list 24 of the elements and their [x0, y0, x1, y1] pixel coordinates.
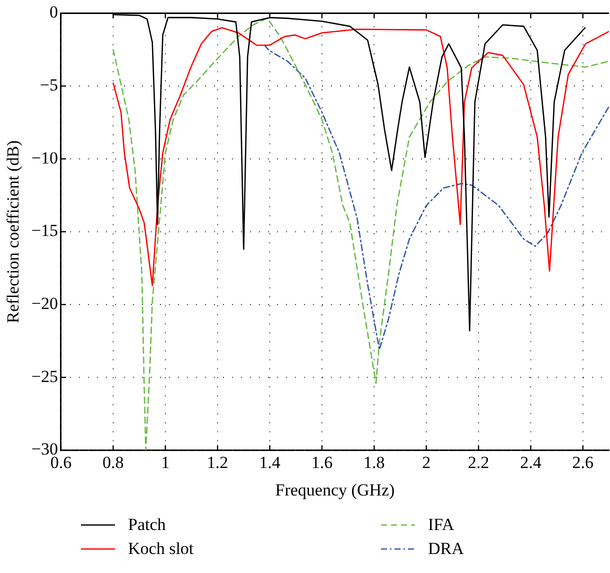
y-tick-label: −10 — [31, 148, 58, 168]
legend-label: IFA — [428, 515, 454, 535]
legend-label: Koch slot — [128, 539, 194, 559]
x-tick-label: 2.2 — [468, 452, 490, 472]
y-tick-label: −25 — [31, 366, 58, 386]
x-tick-label: 1.8 — [364, 452, 385, 472]
legend-label: Patch — [128, 515, 166, 535]
y-tick-label: −20 — [31, 294, 58, 313]
x-tick-label: 1 — [161, 452, 170, 472]
x-tick-label: 2.4 — [520, 452, 542, 472]
x-tick-label: 1.6 — [311, 452, 333, 472]
line-series — [112, 18, 609, 450]
x-axis-title: Frequency (GHz) — [275, 480, 395, 500]
x-tick-label: 2 — [422, 452, 431, 472]
x-tick-label: 1.2 — [206, 452, 228, 472]
legend-label: DRA — [428, 539, 464, 559]
line-series — [264, 44, 609, 350]
y-axis-title: Reflection coefficient (dB) — [4, 140, 23, 324]
y-tick-label: 0 — [49, 2, 58, 22]
x-tick-label: 1.4 — [259, 452, 281, 472]
x-tick-label: 0.8 — [102, 452, 124, 472]
x-tick-label: 2.6 — [572, 452, 594, 472]
y-tick-label: −15 — [31, 221, 58, 240]
y-tick-label: −5 — [40, 76, 58, 94]
